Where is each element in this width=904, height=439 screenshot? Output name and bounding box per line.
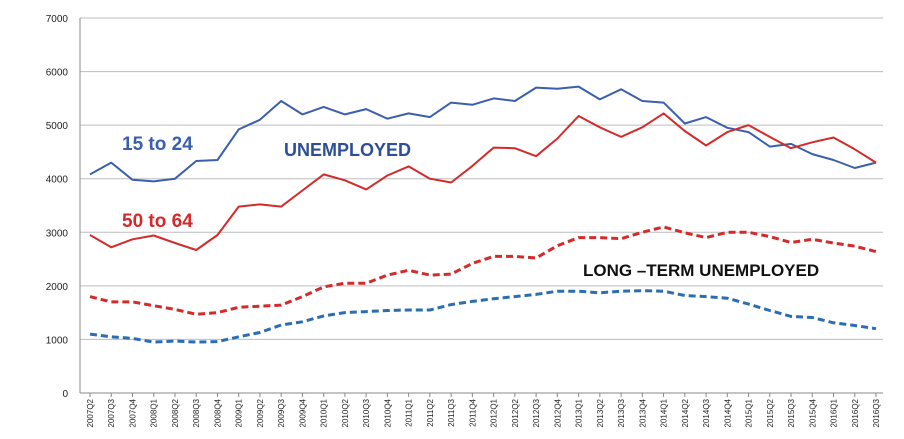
x-axis: 2007Q2 2007Q3 2007Q4 2008Q1 2008Q2 2008Q3 2008… <box>86 393 881 427</box>
x-tick-label: 2010Q4 <box>383 398 392 427</box>
x-tick-label: 2012Q3 <box>532 398 541 427</box>
y-tick-label: 5000 <box>46 121 69 132</box>
series-lines <box>89 85 877 344</box>
y-axis: 0 1000 2000 3000 4000 5000 6000 7000 <box>46 14 81 400</box>
y-tick-label: 6000 <box>46 68 69 79</box>
y-tick-label: 0 <box>62 389 68 400</box>
y-tick-label: 2000 <box>46 282 69 293</box>
x-tick-label: 2011Q4 <box>468 398 477 426</box>
series-line <box>89 289 877 344</box>
x-tick-label: 2008Q4 <box>213 398 222 427</box>
x-tick-label: 2007Q4 <box>128 398 137 427</box>
y-tick-label: 4000 <box>46 175 69 186</box>
series-line <box>89 225 877 316</box>
x-tick-label: 2015Q1 <box>745 398 754 427</box>
x-tick-label: 2013Q2 <box>596 398 605 427</box>
x-tick-label: 2011Q1 <box>405 398 414 426</box>
annotation-50-to-64: 50 to 64 <box>122 211 193 232</box>
x-tick-label: 2012Q1 <box>490 398 499 427</box>
x-tick-label: 2012Q2 <box>511 398 520 427</box>
x-tick-label: 2009Q2 <box>256 398 265 427</box>
x-tick-label: 2011Q2 <box>426 398 435 426</box>
x-tick-label: 2008Q3 <box>192 398 201 427</box>
x-tick-label: 2008Q2 <box>171 398 180 427</box>
x-tick-label: 2013Q3 <box>617 398 626 427</box>
x-tick-label: 2011Q3 <box>447 398 456 426</box>
annotation-unemployed: UNEMPLOYED <box>284 140 411 160</box>
x-tick-label: 2008Q1 <box>150 398 159 427</box>
x-tick-label: 2012Q4 <box>553 398 562 427</box>
x-tick-label: 2016Q1 <box>830 398 839 427</box>
x-tick-label: 2009Q3 <box>277 398 286 427</box>
x-tick-label: 2013Q1 <box>575 398 584 427</box>
annotation-long-term-unemployed: LONG –TERM UNEMPLOYED <box>583 261 819 280</box>
x-tick-label: 2010Q1 <box>320 398 329 427</box>
x-tick-label: 2007Q2 <box>86 398 95 427</box>
x-tick-label: 2014Q1 <box>660 398 669 427</box>
x-tick-label: 2015Q3 <box>787 398 796 427</box>
x-tick-label: 2014Q2 <box>681 398 690 427</box>
x-tick-label: 2015Q2 <box>766 398 775 427</box>
annotation-15-to-24: 15 to 24 <box>122 134 193 155</box>
series-line <box>89 85 877 183</box>
gridlines <box>80 17 883 394</box>
x-tick-label: 2014Q4 <box>723 398 732 427</box>
x-tick-label: 2016Q3 <box>872 398 881 427</box>
x-tick-label: 2010Q3 <box>362 398 371 427</box>
x-tick-label: 2010Q2 <box>341 398 350 427</box>
x-tick-label: 2013Q4 <box>638 398 647 427</box>
x-tick-label: 2016Q2 <box>851 398 860 427</box>
x-tick-label: 2009Q4 <box>298 398 307 427</box>
x-tick-label: 2009Q1 <box>235 398 244 427</box>
y-tick-label: 7000 <box>46 14 69 25</box>
x-tick-label: 2015Q4 <box>808 398 817 427</box>
series-line <box>89 112 877 251</box>
y-tick-label: 1000 <box>46 335 69 346</box>
x-tick-label: 2014Q3 <box>702 398 711 427</box>
x-tick-label: 2007Q3 <box>107 398 116 427</box>
y-tick-label: 3000 <box>46 228 69 239</box>
